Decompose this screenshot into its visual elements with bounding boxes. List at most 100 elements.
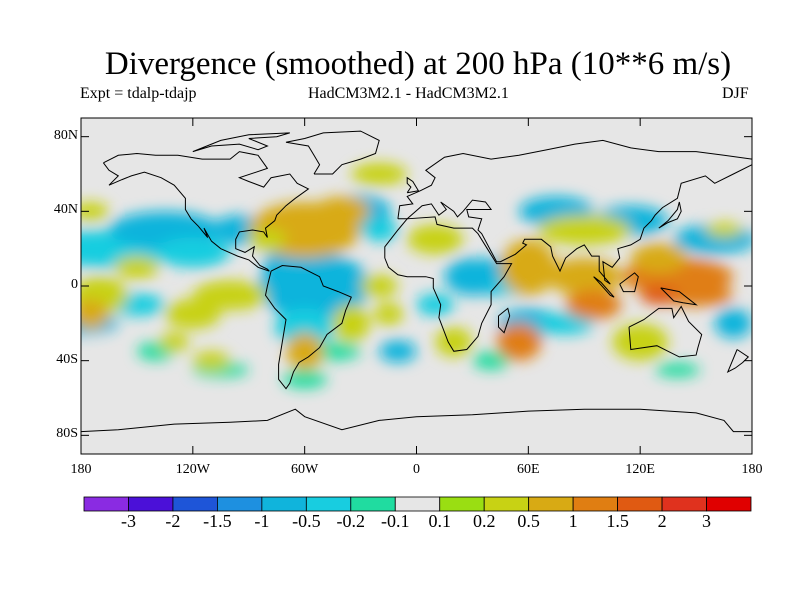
lon-label: 180 <box>741 462 763 477</box>
coastline-europe-asia <box>397 139 752 219</box>
colorbar-label: -1 <box>254 511 270 531</box>
colorbar-swatch <box>305 496 352 512</box>
colorbar-swatch <box>483 496 530 512</box>
axis-ticks <box>80 118 753 454</box>
lon-label: 180 <box>70 462 92 477</box>
colorbar-swatch <box>350 496 396 512</box>
coastline-arctic-islands <box>192 132 290 153</box>
coastline-britain <box>406 176 420 194</box>
colorbar <box>83 496 752 512</box>
season-label: DJF <box>722 85 749 102</box>
field-cell <box>360 218 398 242</box>
coastlines <box>81 130 752 433</box>
colorbar-label: 1.5 <box>606 511 629 531</box>
lon-label: 0 <box>413 462 420 477</box>
field-cell <box>192 351 231 370</box>
field-cell <box>416 293 454 316</box>
lat-label: 80S <box>56 426 78 442</box>
field-cell <box>496 323 542 361</box>
models-label: HadCM3M2.1 - HadCM3M2.1 <box>308 85 509 102</box>
colorbar-swatch <box>394 496 441 512</box>
colorbar-label: 0.1 <box>428 511 451 531</box>
colorbar-swatch <box>617 496 663 512</box>
field-cell <box>360 274 398 298</box>
coastline-madagascar <box>498 307 511 334</box>
field-cell <box>373 302 404 326</box>
field-cell <box>612 323 669 361</box>
colorbar-swatch <box>439 496 485 512</box>
field-cell <box>274 308 335 346</box>
field-cell <box>655 362 700 378</box>
field-cell <box>714 308 752 339</box>
colorbar-label: 1 <box>568 511 578 531</box>
field-cell <box>472 351 510 370</box>
coastline-africa <box>384 216 513 352</box>
coastline-australia <box>628 305 703 358</box>
field-cell <box>640 286 678 305</box>
lat-label: 0 <box>71 277 78 292</box>
lon-label: 60W <box>291 462 319 477</box>
colorbar-swatch <box>128 496 174 512</box>
lat-label: 40S <box>56 351 78 367</box>
colorbar-swatch <box>261 496 307 512</box>
field-cell <box>351 162 408 186</box>
field-cell <box>248 228 287 251</box>
colorbar-swatch <box>172 496 218 512</box>
coastline-new-zealand <box>726 349 750 373</box>
field-cell <box>155 237 231 268</box>
coastline-sumatra <box>593 276 615 298</box>
field-cell <box>81 299 109 329</box>
field-cell <box>313 196 370 227</box>
field-cell <box>500 239 557 296</box>
colorbar-label: -2 <box>165 511 181 531</box>
lat-label: 80N <box>53 127 78 143</box>
coastline-japan <box>658 201 682 229</box>
field-cell <box>537 312 594 335</box>
field-cell <box>192 280 268 311</box>
colorbar-label: 2 <box>657 511 667 531</box>
field-cell <box>379 340 417 363</box>
coastline-antarctica <box>81 408 752 433</box>
colorbar-label: -3 <box>120 511 136 531</box>
field-cell <box>537 215 631 245</box>
colorbar-label: -0.1 <box>381 511 410 531</box>
field-cell <box>114 256 160 279</box>
coastline-new-guinea <box>660 287 698 306</box>
colorbar-swatch <box>528 496 574 512</box>
colorbar-swatch <box>216 496 263 512</box>
coastline-borneo <box>619 272 639 293</box>
colorbar-label: 0.2 <box>472 511 496 531</box>
field-cell <box>630 243 687 273</box>
field-cell <box>332 304 370 343</box>
experiment-label: Expt = tdalp-tdajp <box>80 85 197 102</box>
colorbar-swatch <box>706 496 752 512</box>
colorbar-label: -0.2 <box>336 511 366 531</box>
coastline-greenland <box>285 130 380 175</box>
coastline-asia-south <box>397 164 752 285</box>
colorbar-label: 0.5 <box>517 511 540 531</box>
field-cell <box>546 258 622 296</box>
field-cell <box>658 284 734 307</box>
coastline-north-america <box>102 151 310 272</box>
field-cell <box>435 327 473 357</box>
colorbar-swatch <box>661 496 707 512</box>
lon-label: 60E <box>517 462 540 477</box>
lon-label: 120E <box>625 462 655 477</box>
map-title: Divergence (smoothed) at 200 hPa (10**6 … <box>104 46 732 82</box>
lat-label: 40N <box>53 202 78 218</box>
colorbar-label: -0.5 <box>292 511 321 531</box>
field-cell <box>286 332 324 371</box>
colorbar-swatch <box>572 496 619 512</box>
colorbar-swatch <box>83 496 129 512</box>
field-cell <box>705 222 743 238</box>
colorbar-label: 3 <box>702 511 712 531</box>
field-cell <box>407 224 464 255</box>
field-cell <box>565 289 622 320</box>
coastline-south-america <box>264 264 352 390</box>
field-cell <box>282 370 328 389</box>
field-cell <box>81 202 109 221</box>
lon-label: 120W <box>175 462 210 477</box>
colorbar-label: -1.5 <box>203 511 232 531</box>
field-cell <box>159 332 190 352</box>
